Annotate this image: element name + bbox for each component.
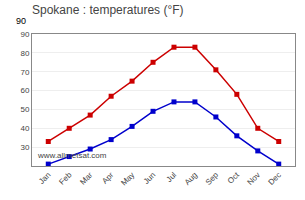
svg-text:70: 70: [20, 68, 29, 77]
svg-text:60: 60: [20, 86, 29, 95]
svg-text:40: 40: [20, 124, 29, 133]
svg-text:Mar: Mar: [78, 170, 94, 186]
svg-text:90: 90: [20, 30, 29, 39]
svg-text:www.allmetsat.com: www.allmetsat.com: [37, 151, 107, 160]
svg-text:50: 50: [20, 105, 29, 114]
svg-text:Sep: Sep: [204, 170, 221, 187]
svg-text:Feb: Feb: [57, 170, 74, 187]
svg-text:Jul: Jul: [165, 170, 179, 184]
svg-text:May: May: [119, 170, 136, 187]
svg-text:Nov: Nov: [246, 170, 262, 186]
svg-text:90: 90: [16, 16, 26, 26]
svg-text:Aug: Aug: [183, 170, 199, 186]
svg-text:Dec: Dec: [267, 170, 283, 186]
svg-text:80: 80: [20, 49, 29, 58]
svg-text:Jun: Jun: [142, 170, 157, 185]
svg-text:Spokane : temperatures (°F): Spokane : temperatures (°F): [32, 3, 184, 17]
svg-text:Apr: Apr: [100, 170, 115, 185]
svg-text:Jan: Jan: [37, 170, 52, 185]
svg-text:Oct: Oct: [226, 170, 242, 186]
svg-text:30: 30: [20, 143, 29, 152]
